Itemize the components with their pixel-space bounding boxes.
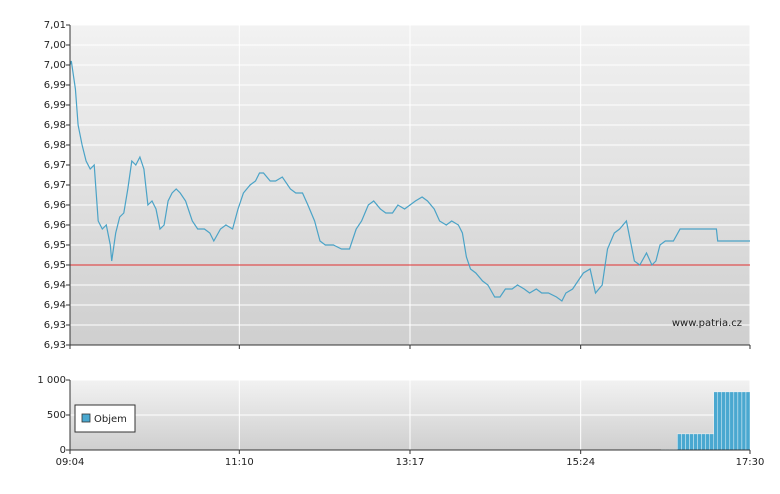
y-tick-label: 6,97 <box>44 180 66 191</box>
volume-bar <box>733 391 739 451</box>
volume-bar <box>693 433 698 451</box>
y-tick-label: 7,01 <box>44 20 66 31</box>
y-tick-label: 6,98 <box>44 140 66 151</box>
y-tick-label: 6,99 <box>44 80 66 91</box>
legend-label: Objem <box>94 414 127 425</box>
y-tick-label: 6,96 <box>44 220 66 231</box>
volume-bar <box>689 433 694 451</box>
volume-bar <box>741 391 747 451</box>
y-tick-label: 6,94 <box>44 280 66 291</box>
y-tick-label: 6,95 <box>44 240 66 251</box>
volume-bar <box>681 433 686 451</box>
volume-bar <box>717 391 722 451</box>
volume-bar <box>685 433 690 451</box>
y-tick-label: 6,93 <box>44 320 66 331</box>
y-tick-label: 500 <box>47 410 66 421</box>
x-tick-label: 17:30 <box>736 457 765 468</box>
y-tick-label: 6,94 <box>44 300 66 311</box>
y-tick-label: 6,95 <box>44 260 66 271</box>
legend-swatch <box>81 413 91 423</box>
volume-bar <box>677 433 682 451</box>
y-tick-label: 0 <box>60 445 66 456</box>
price-line <box>69 60 750 302</box>
volume-bar <box>745 391 751 451</box>
volume-bar <box>701 433 706 451</box>
volume-bar <box>737 391 743 451</box>
volume-bar <box>705 433 710 451</box>
volume-bar <box>709 433 714 451</box>
watermark: www.patria.cz <box>672 318 742 329</box>
x-tick-label: 13:17 <box>396 457 425 468</box>
y-tick-label: 6,99 <box>44 100 66 111</box>
x-tick-label: 15:24 <box>566 457 595 468</box>
volume-bar <box>729 391 735 451</box>
y-tick-label: 7,00 <box>44 60 66 71</box>
volume-bar <box>713 391 718 451</box>
x-tick-label: 09:04 <box>56 457 85 468</box>
y-tick-label: 6,93 <box>44 340 66 351</box>
volume-bar <box>721 391 727 451</box>
y-tick-label: 6,98 <box>44 120 66 131</box>
y-tick-label: 6,96 <box>44 200 66 211</box>
x-tick-label: 11:10 <box>225 457 254 468</box>
y-tick-label: 1 000 <box>37 375 66 386</box>
y-tick-label: 7,00 <box>44 40 66 51</box>
y-tick-label: 6,97 <box>44 160 66 171</box>
volume-bar <box>725 391 731 451</box>
volume-bar <box>697 433 702 451</box>
